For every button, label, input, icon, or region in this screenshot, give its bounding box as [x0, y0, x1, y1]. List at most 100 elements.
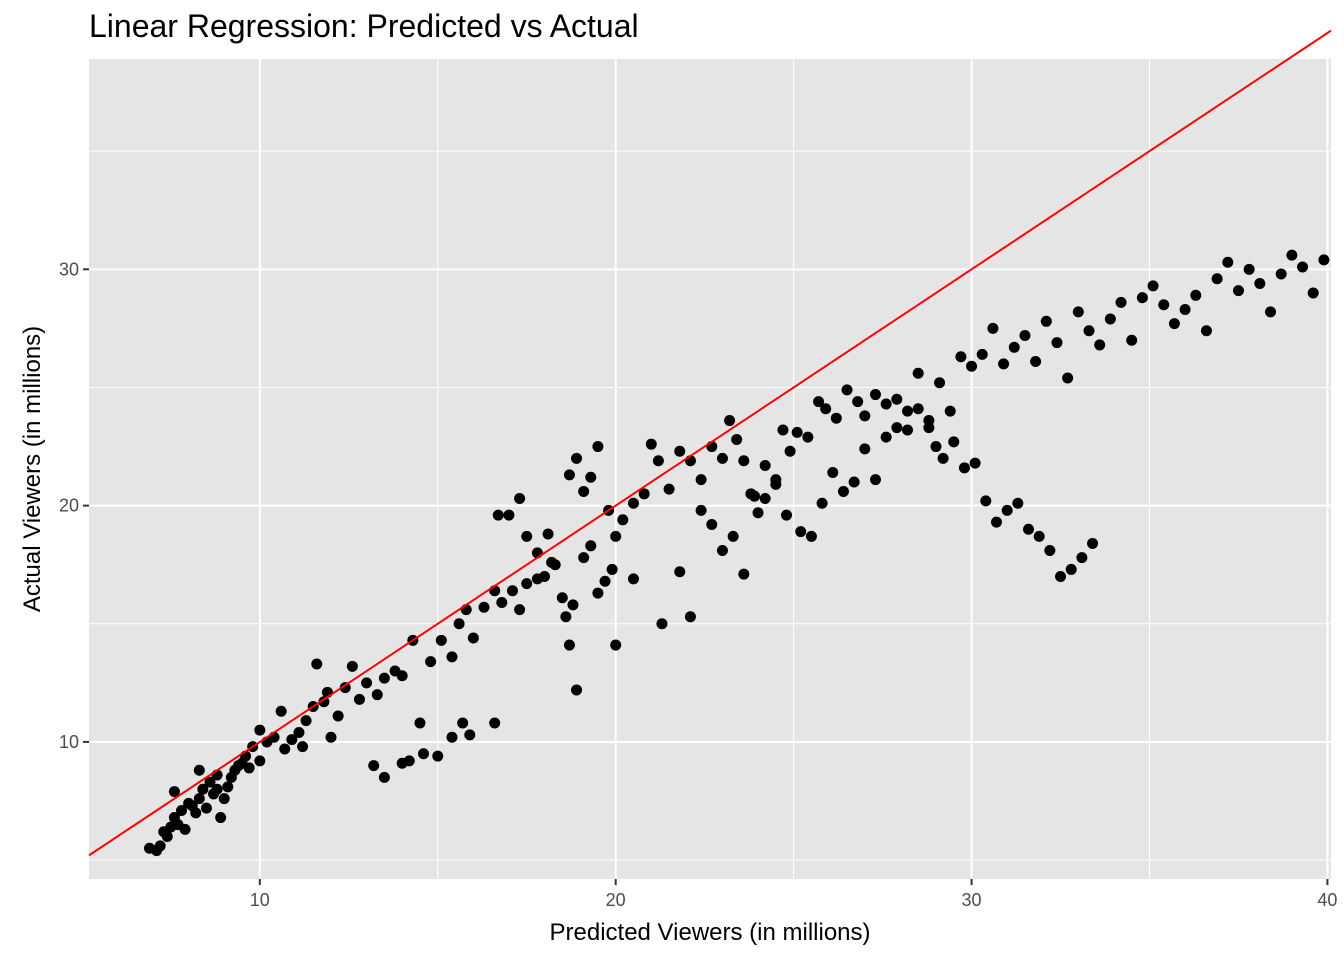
data-point: [859, 410, 871, 422]
data-point: [318, 696, 330, 708]
data-point: [781, 509, 793, 521]
data-point: [578, 485, 590, 497]
data-point: [674, 445, 686, 457]
data-point: [353, 693, 365, 705]
data-point: [738, 568, 750, 580]
data-point: [378, 771, 390, 783]
data-point: [1297, 261, 1309, 273]
y-axis-title: Actual Viewers (in millions): [19, 326, 46, 612]
data-point: [197, 783, 209, 795]
data-point: [1044, 545, 1056, 557]
data-point: [1115, 296, 1127, 308]
data-point: [627, 497, 639, 509]
data-point: [311, 658, 323, 670]
data-point: [869, 389, 881, 401]
data-point: [446, 651, 458, 663]
data-point: [902, 424, 914, 436]
data-point: [759, 493, 771, 505]
data-point: [1265, 306, 1277, 318]
data-point: [795, 526, 807, 538]
data-point: [332, 710, 344, 722]
data-point: [361, 677, 373, 689]
data-point: [339, 682, 351, 694]
data-point: [706, 519, 718, 531]
data-point: [496, 597, 508, 609]
data-point: [738, 455, 750, 467]
data-point: [1211, 273, 1223, 285]
data-point: [770, 478, 782, 490]
y-tick-label: 10: [59, 732, 79, 752]
data-point: [1040, 315, 1052, 327]
data-point: [521, 530, 533, 542]
data-point: [912, 403, 924, 415]
y-tick-label: 30: [59, 259, 79, 279]
data-point: [193, 793, 205, 805]
data-point: [791, 426, 803, 438]
data-point: [464, 729, 476, 741]
data-point: [1307, 287, 1319, 299]
data-point: [396, 670, 408, 682]
regression-line: [88, 29, 1332, 857]
data-point: [243, 762, 255, 774]
data-point: [425, 656, 437, 668]
data-point: [578, 552, 590, 564]
data-point: [435, 634, 447, 646]
major-gridlines: [89, 59, 1331, 879]
data-point: [1168, 318, 1180, 330]
data-point: [830, 412, 842, 424]
data-point: [684, 611, 696, 623]
data-point: [1023, 523, 1035, 535]
data-point: [325, 731, 337, 743]
data-point: [549, 559, 561, 571]
data-point: [930, 441, 942, 453]
data-point: [923, 415, 935, 427]
data-point: [1147, 280, 1159, 292]
data-point: [1179, 303, 1191, 315]
data-point: [286, 734, 298, 746]
data-point: [820, 403, 832, 415]
data-point: [403, 755, 415, 767]
data-point: [346, 660, 358, 672]
data-point: [521, 578, 533, 590]
data-point: [190, 807, 202, 819]
data-point: [958, 462, 970, 474]
data-point: [990, 516, 1002, 528]
data-point: [1158, 299, 1170, 311]
data-point: [478, 601, 490, 613]
data-point: [556, 592, 568, 604]
data-point: [695, 474, 707, 486]
data-point: [222, 781, 234, 793]
data-point: [805, 530, 817, 542]
data-point: [891, 422, 903, 434]
data-point: [563, 469, 575, 481]
data-point: [1222, 256, 1234, 268]
data-point: [976, 348, 988, 360]
x-tick-label: 10: [250, 890, 270, 910]
data-point: [652, 455, 664, 467]
data-point: [969, 457, 981, 469]
data-point: [571, 684, 583, 696]
x-axis-ticks: 10 20 30 40: [250, 879, 1337, 910]
minor-gridlines: [89, 59, 1331, 879]
data-point: [1286, 249, 1298, 261]
data-point: [852, 396, 864, 408]
data-point: [966, 360, 978, 372]
data-point: [1055, 571, 1067, 583]
data-point: [1012, 497, 1024, 509]
x-tick-label: 30: [962, 890, 982, 910]
data-point: [859, 443, 871, 455]
data-point: [1065, 563, 1077, 575]
data-point: [731, 433, 743, 445]
data-point: [987, 322, 999, 334]
data-point: [610, 639, 622, 651]
data-point: [467, 632, 479, 644]
data-point: [539, 571, 551, 583]
data-point: [571, 452, 583, 464]
data-point: [378, 672, 390, 684]
data-point: [176, 804, 188, 816]
data-point: [663, 483, 675, 495]
data-point: [759, 459, 771, 471]
data-point: [1254, 277, 1266, 289]
data-point: [1033, 530, 1045, 542]
data-point: [955, 351, 967, 363]
